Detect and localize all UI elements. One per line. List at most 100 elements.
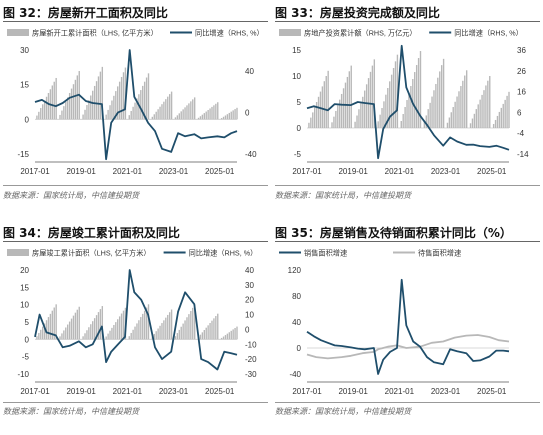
bar: [429, 102, 431, 128]
bar: [122, 72, 125, 120]
bar: [188, 314, 190, 340]
bar: [207, 325, 209, 340]
bar: [335, 110, 337, 128]
bar: [487, 80, 489, 128]
bar: [232, 329, 234, 340]
bar: [365, 84, 368, 128]
bar: [337, 105, 339, 128]
bar: [492, 123, 495, 128]
bar: [170, 309, 173, 340]
bar: [408, 93, 410, 128]
bar: [419, 51, 422, 128]
bar: [458, 91, 460, 128]
bar: [63, 330, 65, 340]
chart-source: 数据来源：国家统计局，中信建投期货: [275, 407, 411, 416]
bar: [38, 332, 40, 340]
bar: [439, 71, 441, 128]
x-tick-label: 2017-01: [20, 167, 50, 176]
legend-label: 房屋竣工累计面积（LHS, 亿平方米）: [32, 249, 151, 258]
bar: [182, 109, 184, 120]
bar: [76, 75, 79, 120]
bar: [479, 99, 481, 128]
y-tick-right: 26: [517, 67, 526, 76]
bar: [182, 323, 184, 340]
y-tick-left: 10: [292, 72, 301, 81]
bar: [120, 313, 123, 340]
bar: [113, 324, 115, 340]
bar: [72, 315, 75, 340]
bar: [471, 118, 474, 128]
bar: [128, 115, 130, 120]
x-tick-label: 2017-01: [292, 387, 322, 396]
bar: [105, 114, 107, 120]
chart-svg: 房屋新开工累计面积（LHS, 亿平方米） 同比增速（RHS, %） -15 0 15 30…: [7, 29, 264, 176]
bar: [236, 326, 238, 340]
bar: [111, 327, 113, 340]
bar: [145, 307, 148, 340]
bar: [51, 310, 54, 340]
bar: [176, 333, 179, 340]
bar: [224, 115, 227, 120]
bar: [88, 100, 90, 120]
x-tick-label: 2019-01: [338, 167, 368, 176]
bar: [234, 109, 236, 120]
bar: [442, 58, 445, 129]
y-tick-left: 15: [292, 46, 301, 55]
bar: [224, 335, 227, 340]
bar: [145, 77, 148, 120]
bar: [400, 121, 402, 128]
bar: [236, 107, 238, 120]
x-tick-label: 2021-01: [113, 387, 143, 396]
bar: [477, 104, 479, 128]
y-tick-left: -15: [17, 150, 29, 159]
bar: [211, 320, 213, 340]
bar: [485, 85, 487, 128]
bar: [76, 309, 79, 340]
bar: [358, 109, 360, 128]
bar: [159, 106, 161, 120]
bar: [42, 326, 44, 340]
bar: [415, 65, 418, 128]
bar: [42, 104, 44, 120]
bar: [437, 77, 439, 128]
bar: [342, 88, 345, 128]
bar: [136, 323, 138, 340]
x-tick-label: 2021-01: [385, 387, 415, 396]
bar: [147, 304, 150, 340]
bar: [95, 81, 98, 120]
chart-title: 图 35：房屋销售及待销面积累计同比（%）: [275, 226, 512, 240]
bar: [115, 322, 117, 340]
y-tick: 40: [292, 318, 301, 327]
bar: [90, 324, 92, 340]
bar: [115, 91, 117, 120]
bar: [184, 320, 186, 340]
y-tick-right: 0: [245, 108, 250, 117]
bar: [68, 92, 71, 120]
y-tick-left: 30: [20, 46, 29, 55]
y-tick-left: 5: [297, 98, 302, 107]
y-tick: 120: [288, 266, 302, 275]
bar: [414, 72, 416, 128]
bar: [350, 65, 352, 128]
chart-svg: 房屋竣工累计面积（LHS, 亿平方米） 同比增速（RHS, %） -10 -5 0 5 10…: [7, 249, 257, 396]
y-tick: 80: [292, 292, 301, 301]
y-tick-right: -40: [245, 150, 257, 159]
bar: [55, 304, 57, 340]
bar: [460, 86, 462, 128]
series-line: [306, 278, 510, 375]
x-tick-label: 2021-01: [113, 167, 143, 176]
bar: [448, 117, 451, 128]
bar: [180, 111, 182, 120]
bar: [427, 109, 429, 128]
bar: [452, 107, 454, 128]
title-divider: [3, 241, 268, 242]
bar: [473, 113, 476, 128]
bar: [348, 71, 351, 128]
chart-svg: 销售面积增速 待售面积增速 -40 0 40 80 120 2017-01 2019-01 202…: [279, 249, 510, 396]
x-tick-label: 2025-01: [205, 167, 235, 176]
bar: [78, 306, 80, 340]
bar: [168, 312, 171, 340]
bar: [385, 94, 387, 128]
bar: [155, 331, 157, 340]
bar: [489, 76, 491, 128]
